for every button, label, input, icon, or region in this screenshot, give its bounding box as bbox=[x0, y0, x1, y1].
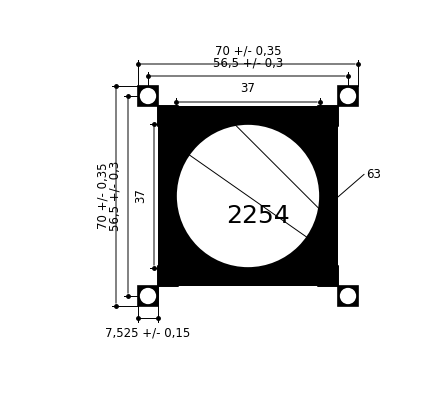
Circle shape bbox=[176, 124, 320, 268]
Text: 70 +/- 0,35: 70 +/- 0,35 bbox=[96, 163, 109, 229]
Circle shape bbox=[339, 287, 357, 305]
Bar bbox=[178, 286, 318, 294]
Text: 56,5 +/- 0,3: 56,5 +/- 0,3 bbox=[213, 56, 283, 69]
Text: 56,5 +/- 0,3: 56,5 +/- 0,3 bbox=[108, 161, 121, 231]
Circle shape bbox=[139, 287, 157, 305]
Bar bbox=[138, 86, 158, 106]
Bar bbox=[338, 86, 358, 106]
Bar bbox=[178, 98, 318, 106]
Text: 70 +/- 0,35: 70 +/- 0,35 bbox=[215, 44, 281, 57]
Circle shape bbox=[339, 87, 357, 105]
Bar bbox=[158, 106, 338, 286]
Text: 37: 37 bbox=[241, 82, 255, 95]
Bar bbox=[338, 126, 346, 266]
Text: 37: 37 bbox=[134, 189, 147, 203]
Text: 63: 63 bbox=[366, 168, 381, 181]
Bar bbox=[150, 126, 158, 266]
Text: 7,525 +/- 0,15: 7,525 +/- 0,15 bbox=[106, 326, 191, 339]
Bar bbox=[338, 286, 358, 306]
Bar bbox=[138, 286, 158, 306]
Circle shape bbox=[139, 87, 157, 105]
Text: 2254: 2254 bbox=[226, 204, 290, 228]
